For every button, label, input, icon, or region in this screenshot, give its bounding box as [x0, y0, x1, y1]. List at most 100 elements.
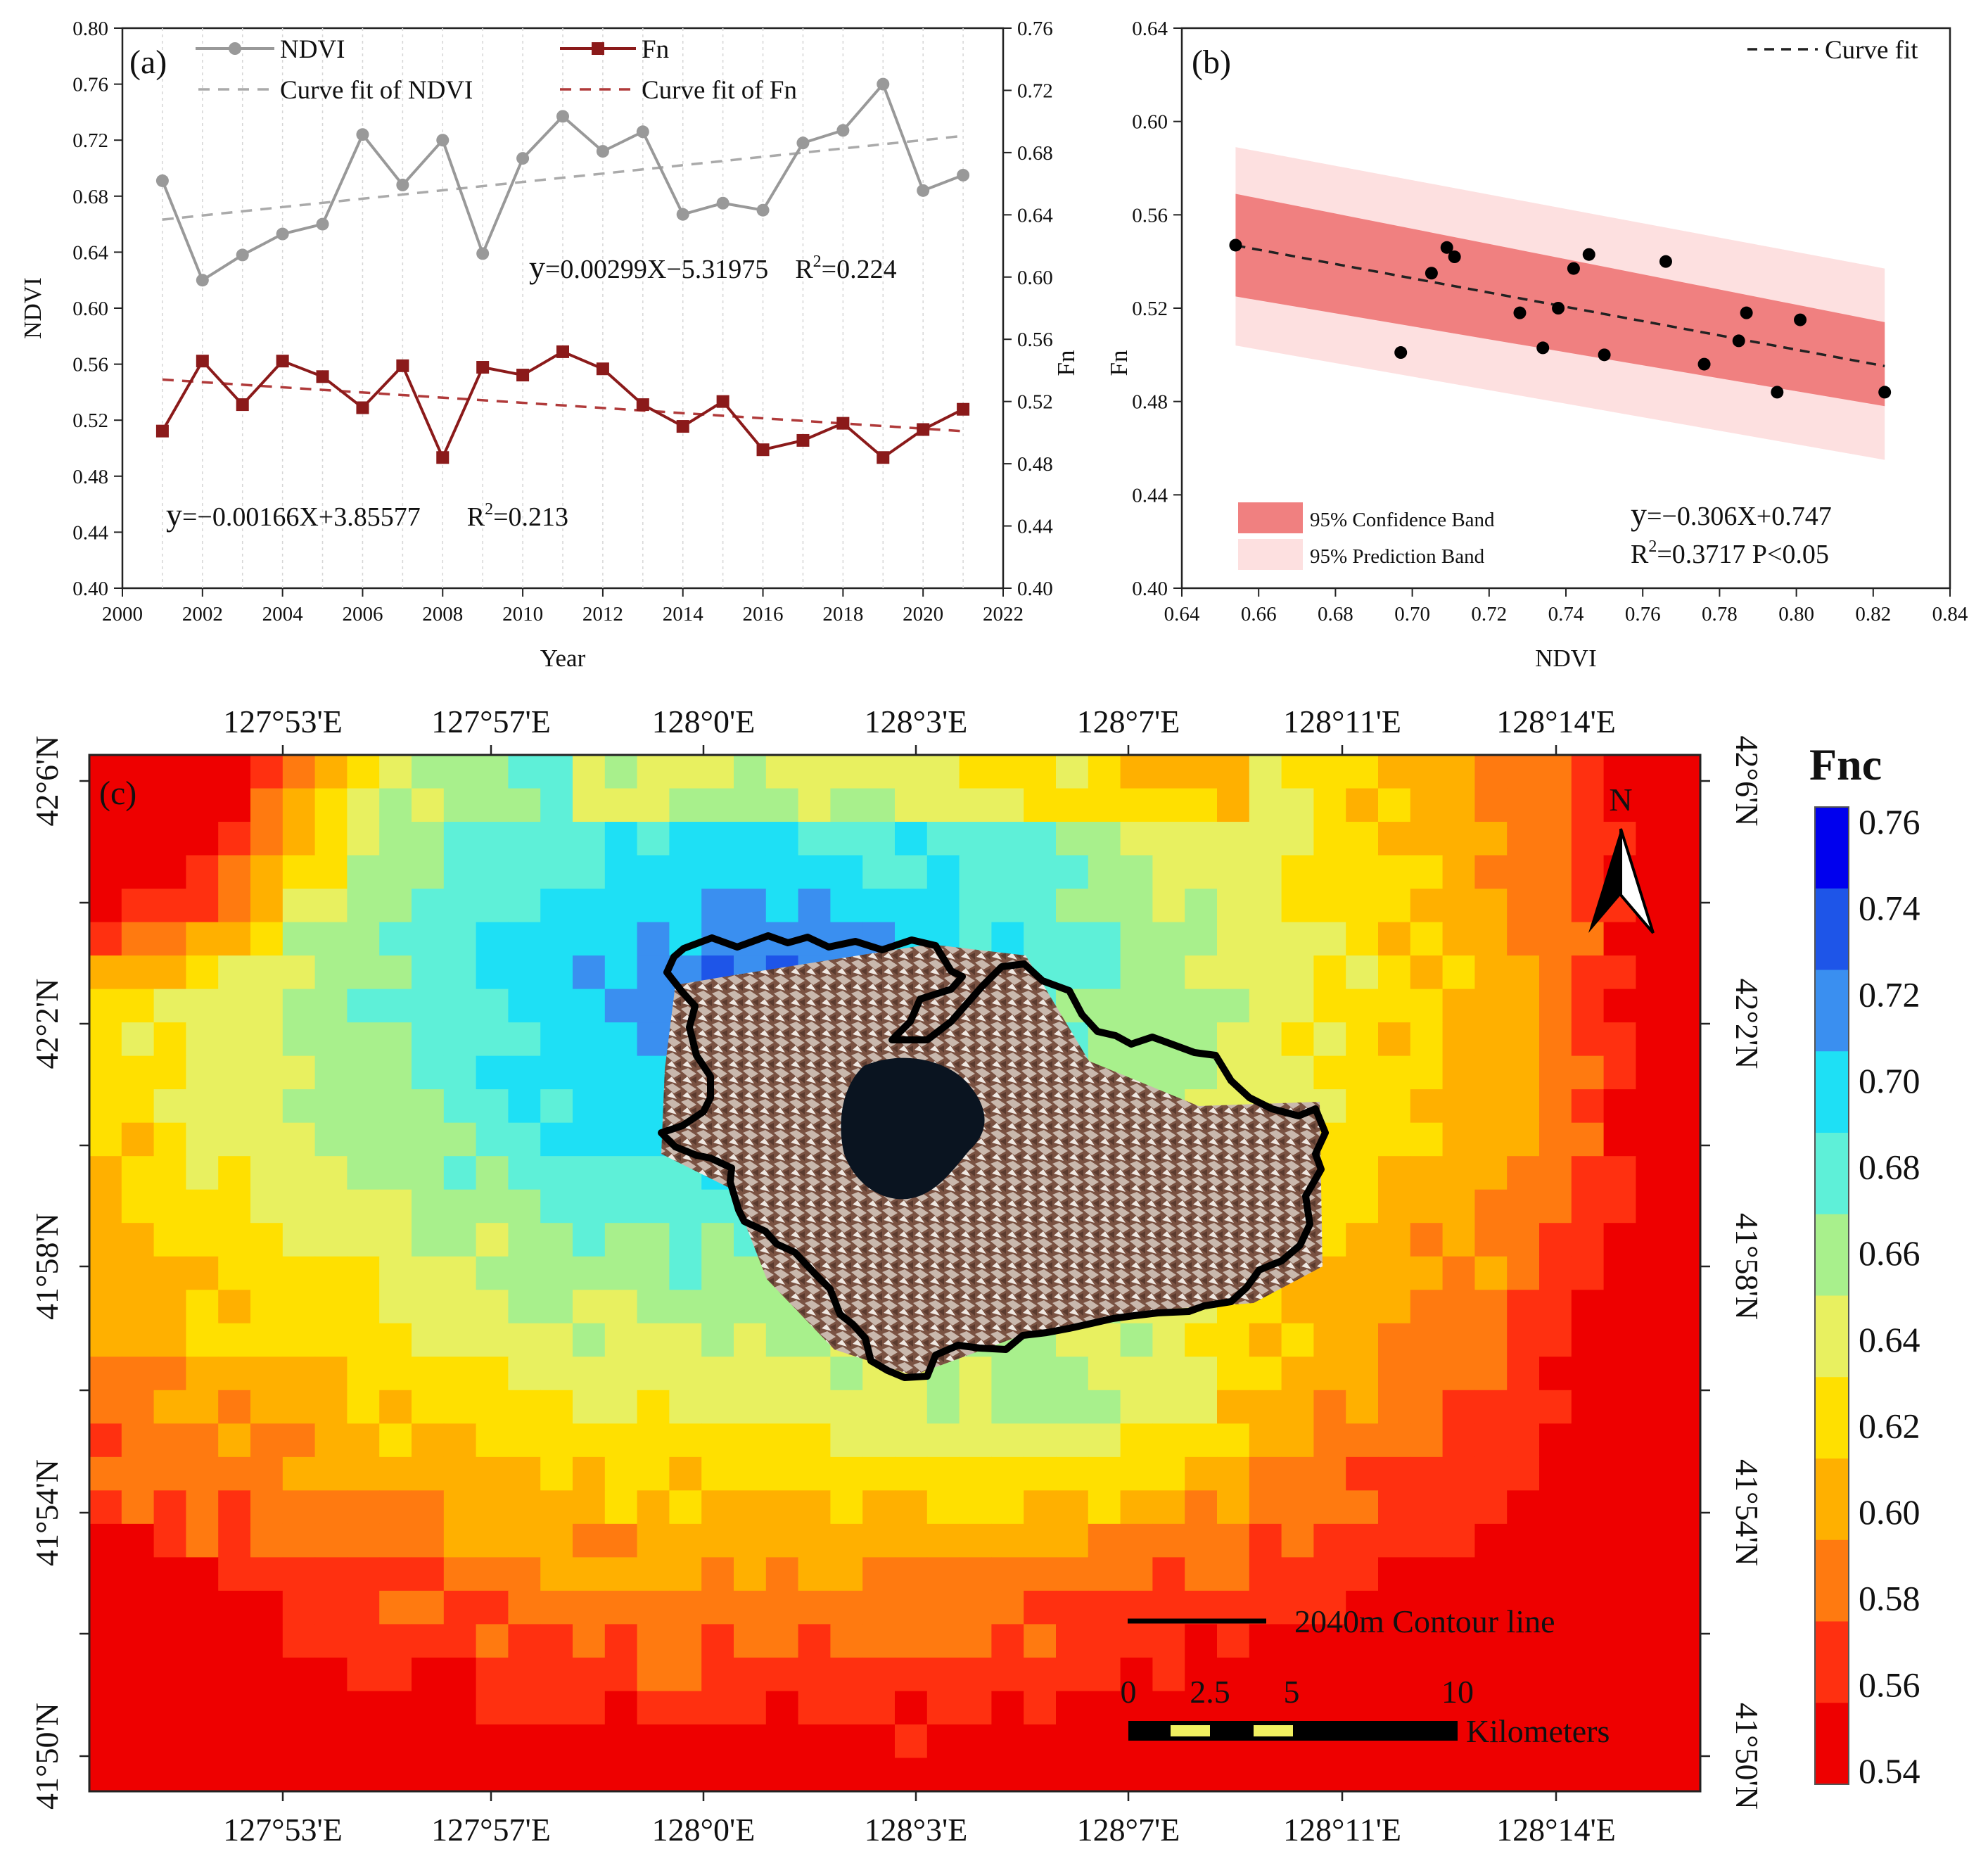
map-top-tick-2: 128°0'E [652, 704, 756, 739]
map-cell-r18-c7 [314, 1356, 348, 1391]
map-cell-r7-c45 [1539, 989, 1572, 1023]
map-cell-r19-c41 [1410, 1390, 1444, 1424]
panel-a-x-tick-2002: 2002 [182, 603, 223, 625]
map-cell-r3-c9 [379, 855, 412, 889]
map-cell-r25-c38 [1313, 1590, 1346, 1625]
map-cell-r20-c16 [604, 1423, 638, 1458]
map-cell-r4-c41 [1410, 889, 1444, 923]
map-cell-r22-c44 [1507, 1490, 1540, 1525]
map-cell-r22-c36 [1249, 1490, 1282, 1525]
map-cell-r27-c2 [153, 1657, 186, 1692]
map-top-tick-0: 127°53'E [223, 704, 343, 739]
map-cell-r20-c43 [1474, 1423, 1508, 1458]
map-cell-r26-c37 [1281, 1624, 1314, 1658]
map-cell-r1-c13 [508, 788, 541, 822]
map-cell-r18-c17 [637, 1356, 670, 1391]
map-cell-r21-c48 [1636, 1456, 1669, 1491]
map-cell-r20-c27 [959, 1423, 992, 1458]
map-cell-r6-c6 [282, 955, 316, 990]
map-cell-r8-c49 [1668, 1022, 1700, 1057]
map-cell-r23-c18 [669, 1523, 702, 1558]
map-cell-r8-c43 [1474, 1022, 1508, 1057]
map-cell-r3-c17 [637, 855, 670, 889]
map-cell-r4-c1 [121, 889, 155, 923]
map-cell-r4-c18 [669, 889, 702, 923]
map-cell-r22-c12 [476, 1490, 509, 1525]
map-right-tick-1: 42°2'N [1729, 979, 1765, 1069]
map-cell-r9-c45 [1539, 1055, 1572, 1090]
map-cell-r23-c2 [153, 1523, 186, 1558]
panel-a-ndvi-point-2008 [436, 134, 450, 147]
map-cell-r9-c10 [412, 1055, 445, 1090]
map-cell-r15-c8 [347, 1256, 380, 1290]
map-cell-r0-c18 [669, 755, 702, 789]
map-cell-r1-c15 [573, 788, 606, 822]
map-cell-r23-c14 [540, 1523, 573, 1558]
map-cell-r24-c44 [1507, 1557, 1540, 1591]
map-cell-r9-c15 [573, 1055, 606, 1090]
north-arrow-right-half [1619, 828, 1655, 934]
map-cell-r1-c40 [1378, 788, 1411, 822]
map-cell-r30-c27 [959, 1758, 992, 1791]
map-cell-r4-c8 [347, 889, 380, 923]
map-cell-r22-c2 [153, 1490, 186, 1525]
map-cell-r25-c30 [1056, 1590, 1089, 1625]
map-cell-r26-c20 [734, 1624, 767, 1658]
panel-b-ndvi-fn-scatter: 0.64 0.66 0.68 0.70 0.72 0.74 0.76 0.78 0.80 0.82… [1105, 18, 1968, 672]
legend-confidence-swatch [1238, 502, 1303, 533]
map-cell-r30-c44 [1507, 1758, 1540, 1791]
map-cell-r0-c9 [379, 755, 412, 789]
map-cell-r5-c45 [1539, 922, 1572, 956]
map-cell-r2-c20 [734, 822, 767, 856]
map-cell-r16-c18 [669, 1290, 702, 1324]
map-cell-r11-c8 [347, 1122, 380, 1157]
map-cell-r19-c16 [604, 1390, 638, 1424]
panel-a-fn-point-2015 [716, 395, 729, 408]
map-cell-r11-c1 [121, 1122, 155, 1157]
map-cell-r11-c4 [218, 1122, 251, 1157]
map-cell-r14-c14 [540, 1223, 573, 1257]
colorbar-segment-6 [1815, 1295, 1849, 1378]
map-cell-r19-c3 [186, 1390, 219, 1424]
map-cell-r16-c0 [89, 1290, 122, 1324]
map-cell-r29-c20 [734, 1724, 767, 1759]
map-cell-r24-c17 [637, 1557, 670, 1591]
map-bottom-tick-4: 128°7'E [1077, 1812, 1180, 1848]
map-cell-r4-c9 [379, 889, 412, 923]
map-right-tick-0: 42°6'N [1729, 736, 1765, 827]
map-cell-r2-c26 [926, 822, 960, 856]
map-cell-r6-c10 [412, 955, 445, 990]
map-cell-r23-c39 [1346, 1523, 1379, 1558]
map-cell-r13-c18 [669, 1189, 702, 1224]
map-cell-r24-c29 [1024, 1557, 1057, 1591]
map-cell-r1-c32 [1120, 788, 1153, 822]
map-cell-r22-c21 [765, 1490, 799, 1525]
map-cell-r23-c41 [1410, 1523, 1444, 1558]
map-cell-r0-c15 [573, 755, 606, 789]
panel-b-point-12 [1697, 357, 1711, 371]
map-cell-r15-c7 [314, 1256, 348, 1290]
map-cell-r12-c48 [1636, 1156, 1669, 1190]
map-cell-r21-c14 [540, 1456, 573, 1491]
map-cell-r17-c42 [1442, 1323, 1475, 1357]
map-cell-r14-c44 [1507, 1223, 1540, 1257]
map-cell-r19-c8 [347, 1390, 380, 1424]
map-cell-r29-c11 [443, 1724, 477, 1759]
map-cell-r5-c34 [1185, 922, 1218, 956]
colorbar-tick-0.64: 0.64 [1859, 1320, 1920, 1359]
contour-legend-label: 2040m Contour line [1294, 1603, 1555, 1639]
map-cell-r10-c46 [1571, 1089, 1605, 1124]
map-cell-r10-c47 [1603, 1089, 1636, 1124]
map-cell-r2-c1 [121, 822, 155, 856]
map-cell-r30-c39 [1346, 1758, 1379, 1791]
map-cell-r26-c1 [121, 1624, 155, 1658]
map-cell-r28-c22 [798, 1691, 831, 1725]
map-cell-r5-c28 [991, 922, 1024, 956]
map-cell-r2-c25 [895, 822, 928, 856]
map-cell-r9-c44 [1507, 1055, 1540, 1090]
map-cell-r7-c44 [1507, 989, 1540, 1023]
map-cell-r27-c41 [1410, 1657, 1444, 1692]
map-cell-r10-c14 [540, 1089, 573, 1124]
map-top-tick-4: 128°7'E [1077, 704, 1180, 739]
map-cell-r4-c39 [1346, 889, 1379, 923]
